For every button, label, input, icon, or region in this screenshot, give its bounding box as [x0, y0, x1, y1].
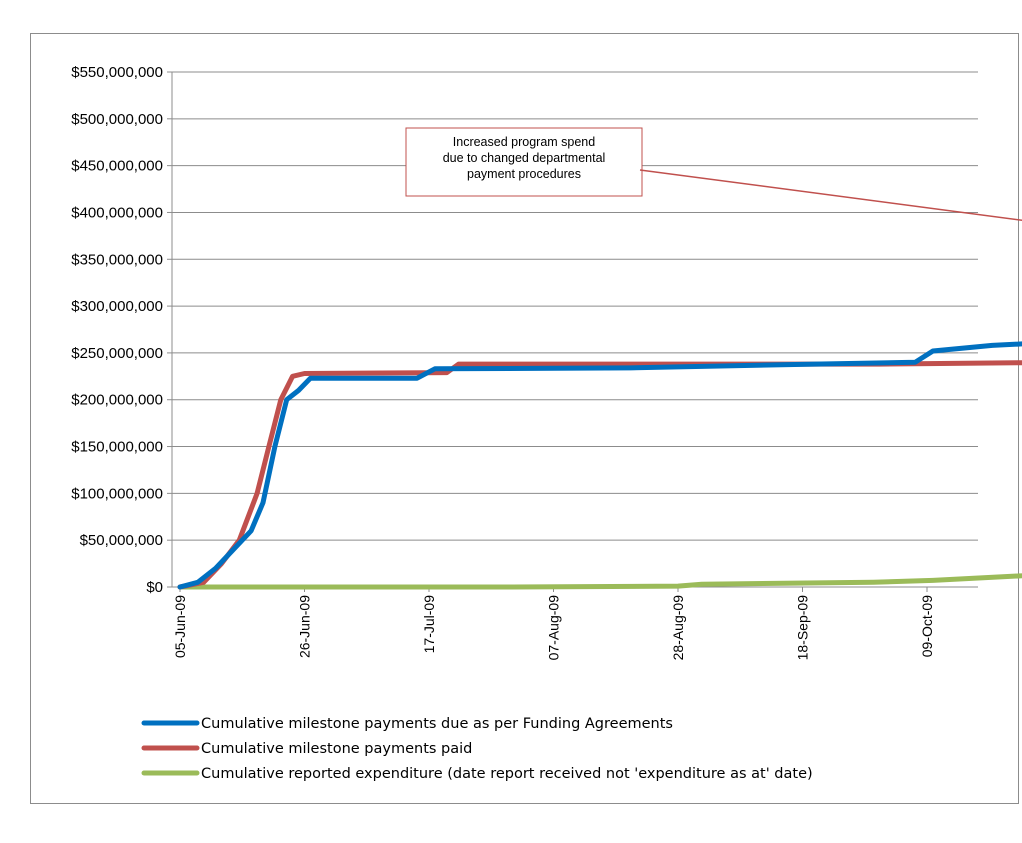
annotation-text: Increased program spend [453, 135, 595, 149]
annotation-text: payment procedures [467, 167, 581, 181]
y-tick-label: $350,000,000 [71, 251, 163, 268]
series-line-2 [177, 573, 1022, 590]
y-tick-label: $500,000,000 [71, 111, 163, 128]
legend-label: Cumulative milestone payments due as per… [201, 716, 673, 732]
y-tick-label: $550,000,000 [71, 64, 163, 81]
annotation-arrow [639, 169, 1022, 221]
annotation-box [405, 127, 643, 197]
y-tick-label: $300,000,000 [71, 298, 163, 315]
x-tick-label: 28-Aug-09 [670, 595, 686, 661]
x-tick-label: 05-Jun-09 [172, 595, 188, 658]
x-axis-ticks: 05-Jun-09 26-Jun-09 17-Jul-09 07-Aug-09 28-A… [172, 587, 935, 661]
y-tick-label: $50,000,000 [80, 532, 163, 549]
legend-label: Cumulative milestone payments paid [201, 741, 472, 757]
legend: Cumulative milestone payments due as per… [141, 716, 813, 782]
legend-label: Cumulative reported expenditure (date re… [201, 766, 813, 782]
y-tick-label: $0 [146, 579, 163, 596]
y-tick-label: $250,000,000 [71, 345, 163, 362]
y-tick-label: $200,000,000 [71, 392, 163, 409]
x-tick-label: 07-Aug-09 [546, 595, 562, 661]
x-tick-label: 18-Sep-09 [795, 595, 811, 661]
x-tick-label: 17-Jul-09 [421, 595, 437, 654]
y-tick-label: $150,000,000 [71, 439, 163, 456]
series-lines [177, 341, 1022, 590]
y-tick-label: $100,000,000 [71, 485, 163, 502]
y-tick-label: $400,000,000 [71, 204, 163, 221]
annotation: Increased program spend due to changed de… [405, 127, 1022, 221]
series-line-0 [177, 341, 1022, 590]
series-line-1 [177, 360, 1022, 590]
x-tick-label: 26-Jun-09 [297, 595, 313, 658]
x-tick-label: 09-Oct-09 [919, 595, 935, 657]
y-axis-ticks: $0 $50,000,000 $100,000,000 $150,000,000 $20… [71, 64, 172, 596]
annotation-text: due to changed departmental [443, 151, 606, 165]
y-tick-label: $450,000,000 [71, 158, 163, 175]
